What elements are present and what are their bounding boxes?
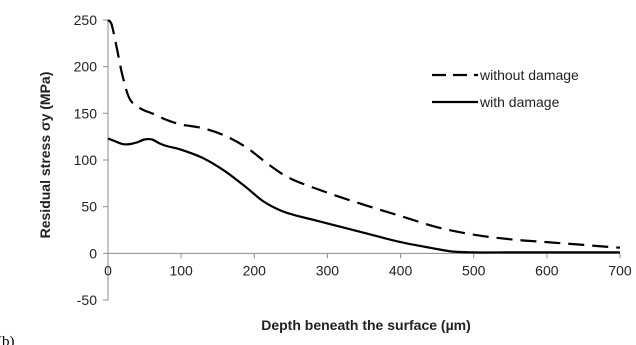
y-tick-label: 100	[74, 152, 98, 168]
x-tick-label: 700	[608, 262, 632, 278]
x-tick-label: 0	[104, 262, 112, 278]
x-tick-label: 400	[389, 262, 413, 278]
y-tick-label: 0	[89, 245, 97, 261]
panel-label: (b)	[0, 334, 15, 345]
series-layer	[107, 19, 621, 254]
x-tick-label: 500	[462, 262, 486, 278]
x-tick-label: 600	[535, 262, 559, 278]
x-tick-label: 100	[169, 262, 193, 278]
y-tick-label: -50	[77, 292, 97, 308]
axes: -50 0 50 100 150 200 250 0 100 200 300 400 500 600 700	[74, 12, 632, 308]
y-tick-label: 250	[74, 12, 98, 28]
legend: without damage with damage	[432, 67, 579, 110]
y-tick-label: 150	[74, 105, 98, 121]
legend-label: without damage	[479, 67, 579, 83]
legend-label: with damage	[479, 94, 560, 110]
series-line-with-damage	[107, 137, 620, 254]
y-axis-title: Residual stress σy (MPa)	[37, 72, 53, 239]
y-tick-label: 50	[81, 199, 97, 215]
x-tick-label: 300	[316, 262, 340, 278]
y-tick-label: 200	[74, 59, 98, 75]
x-axis-title: Depth beneath the surface (µm)	[261, 317, 471, 333]
x-tick-label: 200	[243, 262, 267, 278]
series-line-without-damage	[107, 19, 621, 249]
